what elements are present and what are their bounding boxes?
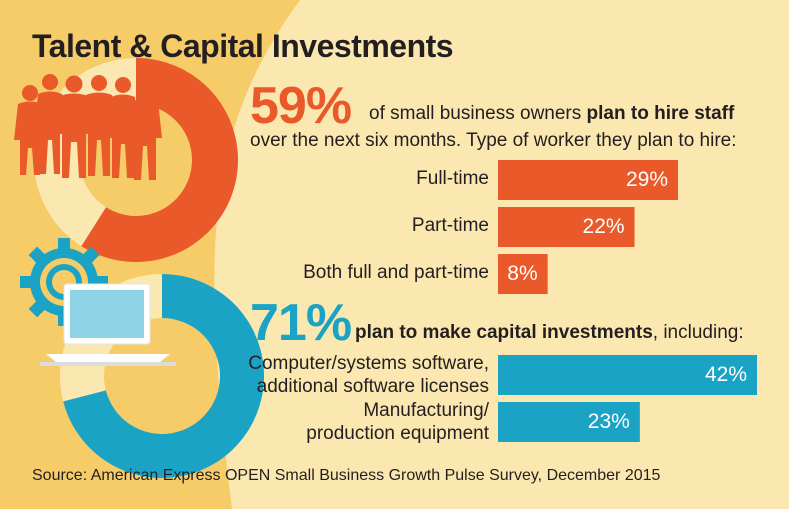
- category-label-line: production equipment: [306, 423, 489, 444]
- category-label: Part-time: [411, 215, 489, 236]
- category-label: Computer/systems software, additional sof…: [248, 352, 489, 398]
- bar-value-label: 29%: [625, 168, 668, 191]
- capital-description: plan to make capital investments, includ…: [355, 322, 744, 344]
- hire-description-line2: over the next six months. Type of worker…: [250, 130, 737, 151]
- bar-value-label: 23%: [587, 410, 630, 433]
- category-label-line: additional software licenses: [256, 376, 489, 397]
- bar: [498, 160, 678, 200]
- bar-value-label: 22%: [582, 215, 625, 238]
- hire-text-pre: of small business owners: [369, 103, 587, 124]
- donut-slice-capital: [63, 274, 265, 478]
- hire-percent: 59%: [250, 77, 352, 135]
- donut-slice-hire: [81, 58, 238, 262]
- hire-text-bold: plan to hire staff: [586, 103, 735, 124]
- capital-percent: 71%: [250, 294, 352, 352]
- category-label: Full-time: [416, 168, 489, 189]
- bar: [498, 207, 635, 247]
- bar-value-label: 8%: [507, 262, 538, 285]
- capital-text-bold: plan to make capital investments: [355, 322, 653, 343]
- bar-value-label: 42%: [704, 363, 747, 386]
- bar: [498, 355, 757, 395]
- capital-text-post: , including:: [652, 322, 744, 343]
- source-note: Source: American Express OPEN Small Busi…: [32, 467, 661, 484]
- category-label: Both full and part-time: [303, 262, 489, 283]
- hire-description-line1: of small business owners plan to hire st…: [369, 103, 734, 125]
- category-label: Manufacturing/production equipment: [306, 399, 489, 445]
- bar: [498, 254, 548, 294]
- bar: [498, 402, 640, 442]
- chart-title: Talent & Capital Investments: [32, 28, 454, 64]
- category-label-line: Computer/systems software,: [248, 353, 489, 374]
- category-label-line: Manufacturing/: [363, 400, 489, 421]
